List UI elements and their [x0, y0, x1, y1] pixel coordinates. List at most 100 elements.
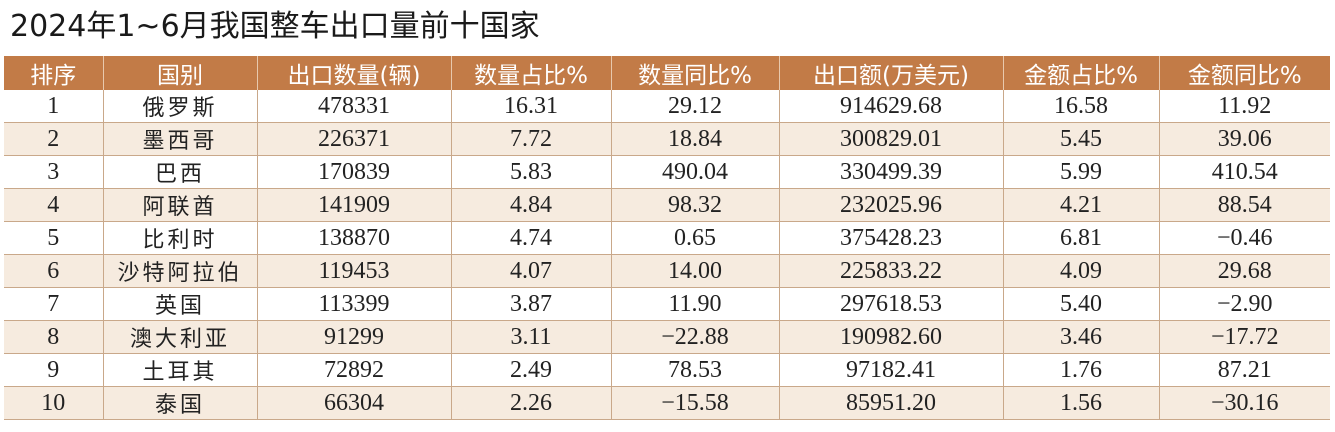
table-cell: 226371 [256, 122, 451, 156]
table-cell: 72892 [256, 353, 451, 387]
table-cell: 4.21 [1002, 188, 1159, 222]
table-cell: 2.49 [450, 353, 611, 387]
table-cell: 4.09 [1002, 254, 1159, 288]
table-cell: 170839 [256, 155, 451, 189]
column-header: 金额同比% [1158, 56, 1330, 90]
table-cell: 78.53 [610, 353, 779, 387]
column-header: 数量占比% [450, 56, 611, 90]
table-cell: 2 [4, 122, 103, 156]
table-cell: 4 [4, 188, 103, 222]
table-cell: 88.54 [1158, 188, 1330, 222]
table-cell: 297618.53 [778, 287, 1003, 321]
title: 2024年1~6月我国整车出口量前十国家 [10, 9, 540, 44]
column-header: 金额占比% [1002, 56, 1159, 90]
table-cell: 1 [4, 90, 103, 123]
table-cell: 29.68 [1158, 254, 1330, 288]
table-cell: 375428.23 [778, 221, 1003, 255]
table-cell: 141909 [256, 188, 451, 222]
table-cell: 10 [4, 386, 103, 420]
table-cell: 5.40 [1002, 287, 1159, 321]
table-cell: −30.16 [1158, 386, 1330, 420]
table-cell: 16.31 [450, 90, 611, 123]
table-cell: 39.06 [1158, 122, 1330, 156]
table-cell: 1.56 [1002, 386, 1159, 420]
table-cell: 914629.68 [778, 90, 1003, 123]
table-row: 3 巴西 170839 5.83 490.04 330499.39 5.99 410.54 [4, 155, 1330, 189]
column-header: 国别 [102, 56, 257, 90]
table-cell: 478331 [256, 90, 451, 123]
table-cell: 5 [4, 221, 103, 255]
table-cell: 沙特阿拉伯 [102, 254, 257, 288]
table-cell: −22.88 [610, 320, 779, 354]
table-cell: 英国 [102, 287, 257, 321]
table-cell: 1.76 [1002, 353, 1159, 387]
table-cell: 330499.39 [778, 155, 1003, 189]
header-row: 排序 国别 出口数量(辆) 数量占比% 数量同比% 出口额(万美元) 金额占比% 金额同比% [4, 56, 1330, 90]
table-cell: 5.99 [1002, 155, 1159, 189]
table-cell: 土耳其 [102, 353, 257, 387]
table-cell: 比利时 [102, 221, 257, 255]
table-cell: 巴西 [102, 155, 257, 189]
table-cell: 0.65 [610, 221, 779, 255]
table-row: 1 俄罗斯 478331 16.31 29.12 914629.68 16.58 11.92 [4, 90, 1330, 123]
table-cell: 俄罗斯 [102, 90, 257, 123]
table-cell: 泰国 [102, 386, 257, 420]
table-cell: 29.12 [610, 90, 779, 123]
table-cell: 232025.96 [778, 188, 1003, 222]
table-cell: 11.90 [610, 287, 779, 321]
table-cell: 3.46 [1002, 320, 1159, 354]
column-header: 出口数量(辆) [256, 56, 451, 90]
data-table: 排序 国别 出口数量(辆) 数量占比% 数量同比% 出口额(万美元) 金额占比% 金额同比% … [4, 56, 1330, 420]
table-cell: −0.46 [1158, 221, 1330, 255]
table-cell: −2.90 [1158, 287, 1330, 321]
table-cell: 5.83 [450, 155, 611, 189]
table-cell: 5.45 [1002, 122, 1159, 156]
table-row: 6 沙特阿拉伯 119453 4.07 14.00 225833.22 4.09 29.68 [4, 254, 1330, 288]
table-cell: 7.72 [450, 122, 611, 156]
table-cell: 3.11 [450, 320, 611, 354]
table-cell: 3 [4, 155, 103, 189]
table-cell: 墨西哥 [102, 122, 257, 156]
table-cell: 16.58 [1002, 90, 1159, 123]
table-cell: 3.87 [450, 287, 611, 321]
table-cell: 4.84 [450, 188, 611, 222]
table-row: 9 土耳其 72892 2.49 78.53 97182.41 1.76 87.21 [4, 353, 1330, 387]
table-cell: 98.32 [610, 188, 779, 222]
table-row: 2 墨西哥 226371 7.72 18.84 300829.01 5.45 39.06 [4, 122, 1330, 156]
table-cell: 300829.01 [778, 122, 1003, 156]
table-cell: 9 [4, 353, 103, 387]
table-cell: 11.92 [1158, 90, 1330, 123]
column-header: 排序 [4, 56, 103, 90]
table-cell: 6 [4, 254, 103, 288]
table-cell: 410.54 [1158, 155, 1330, 189]
table-cell: −17.72 [1158, 320, 1330, 354]
table-cell: 6.81 [1002, 221, 1159, 255]
table-cell: 225833.22 [778, 254, 1003, 288]
table-row: 7 英国 113399 3.87 11.90 297618.53 5.40 −2.90 [4, 287, 1330, 321]
table-cell: 190982.60 [778, 320, 1003, 354]
table-cell: 138870 [256, 221, 451, 255]
table-row: 10 泰国 66304 2.26 −15.58 85951.20 1.56 −30.16 [4, 386, 1330, 420]
table-cell: 8 [4, 320, 103, 354]
table-cell: 18.84 [610, 122, 779, 156]
table-cell: 2.26 [450, 386, 611, 420]
table-cell: 97182.41 [778, 353, 1003, 387]
table-cell: 澳大利亚 [102, 320, 257, 354]
table-row: 5 比利时 138870 4.74 0.65 375428.23 6.81 −0.46 [4, 221, 1330, 255]
table-row: 4 阿联酋 141909 4.84 98.32 232025.96 4.21 88.54 [4, 188, 1330, 222]
table-cell: 4.74 [450, 221, 611, 255]
table-cell: 113399 [256, 287, 451, 321]
table-cell: 4.07 [450, 254, 611, 288]
table-cell: 91299 [256, 320, 451, 354]
table-cell: 119453 [256, 254, 451, 288]
table-body: 1 俄罗斯 478331 16.31 29.12 914629.68 16.58 11.92 2… [4, 90, 1330, 420]
table-cell: 490.04 [610, 155, 779, 189]
table-cell: 阿联酋 [102, 188, 257, 222]
column-header: 出口额(万美元) [778, 56, 1003, 90]
table-row: 8 澳大利亚 91299 3.11 −22.88 190982.60 3.46 −17.72 [4, 320, 1330, 354]
column-header: 数量同比% [610, 56, 779, 90]
table-cell: 14.00 [610, 254, 779, 288]
table-cell: 66304 [256, 386, 451, 420]
table-cell: 7 [4, 287, 103, 321]
